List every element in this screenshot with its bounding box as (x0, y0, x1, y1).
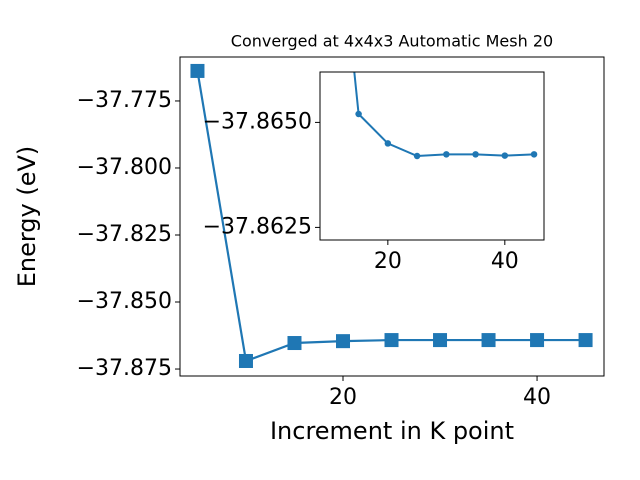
marker (238, 353, 253, 368)
x-axis-label: Increment in K point (270, 417, 514, 445)
y-tick-label: −37.800 (77, 155, 172, 180)
marker (190, 63, 205, 78)
line (353, 72, 535, 158)
y-tick-label: −37.825 (77, 222, 172, 247)
marker (433, 333, 448, 348)
marker (530, 333, 545, 348)
marker (472, 151, 479, 158)
marker (355, 110, 362, 118)
marker (413, 152, 421, 160)
marker (530, 151, 538, 158)
marker (384, 140, 392, 147)
y-tick-label: −37.775 (77, 88, 172, 113)
marker (501, 152, 509, 159)
marker (578, 333, 593, 348)
axes-frame (319, 71, 545, 241)
marker (443, 151, 450, 158)
x-tick-label: 20 (329, 385, 357, 410)
chart-title: Converged at 4x4x3 Automatic Mesh 20 (231, 32, 553, 51)
marker (481, 333, 496, 348)
x-tick-label: 20 (374, 249, 402, 274)
plot-area (190, 63, 593, 368)
x-tick-label: 40 (491, 249, 519, 274)
y-axis-label: Energy (eV) (13, 146, 41, 288)
y-tick-label: −37.850 (77, 289, 172, 314)
y-tick-label: −37.8625 (203, 214, 312, 239)
marker (336, 334, 351, 349)
x-tick-label: 40 (523, 385, 551, 410)
y-tick-label: −37.875 (77, 356, 172, 381)
axes-frame (179, 56, 605, 377)
plot-area (353, 72, 538, 160)
y-tick-label: −37.8650 (203, 109, 312, 134)
marker (384, 333, 399, 348)
marker (287, 336, 302, 351)
